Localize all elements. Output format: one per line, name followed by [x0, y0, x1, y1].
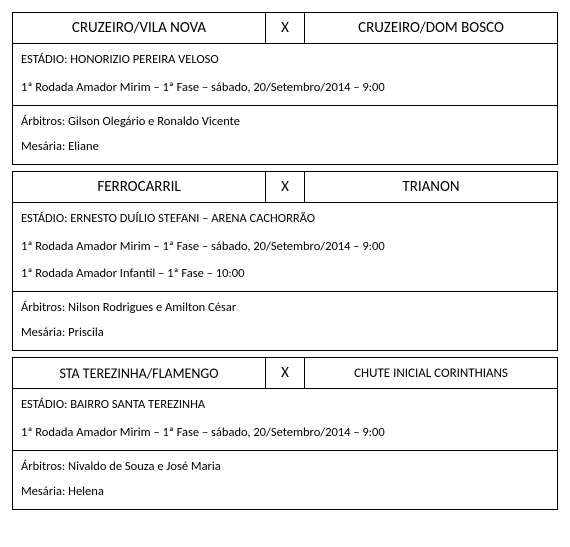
- stadium-rounds-section: ESTÁDIO: BAIRRO SANTA TEREZINHA 1ª Rodad…: [13, 389, 557, 451]
- officials-section: Árbitros: Gilson Olegário e Ronaldo Vice…: [13, 106, 557, 164]
- match-header-row: STA TEREZINHA/FLAMENGO X CHUTE INICIAL C…: [13, 358, 557, 389]
- stadium-rounds-section: ESTÁDIO: HONORIZIO PEREIRA VELOSO 1ª Rod…: [13, 44, 557, 106]
- round-line: 1ª Rodada Amador Infantil – 1ª Fase – 10…: [13, 258, 557, 291]
- round-line: 1ª Rodada Amador Mirim – 1ª Fase – sábad…: [13, 72, 557, 105]
- officials-section: Árbitros: Nilson Rodrigues e Amilton Cés…: [13, 292, 557, 350]
- team-away: CRUZEIRO/DOM BOSCO: [304, 13, 557, 43]
- match-block: CRUZEIRO/VILA NOVA X CRUZEIRO/DOM BOSCO …: [12, 12, 558, 165]
- stadium-rounds-section: ESTÁDIO: ERNESTO DUÍLIO STEFANI – ARENA …: [13, 203, 557, 292]
- match-header-row: FERROCARRIL X TRIANON: [13, 172, 557, 203]
- team-home: CRUZEIRO/VILA NOVA: [13, 13, 266, 43]
- team-home: FERROCARRIL: [13, 172, 266, 202]
- table-official-line: Mesária: Eliane: [13, 134, 557, 164]
- stadium-line: ESTÁDIO: ERNESTO DUÍLIO STEFANI – ARENA …: [13, 203, 557, 231]
- vs-separator: X: [266, 358, 304, 388]
- round-line: 1ª Rodada Amador Mirim – 1ª Fase – sábad…: [13, 417, 557, 450]
- stadium-line: ESTÁDIO: HONORIZIO PEREIRA VELOSO: [13, 44, 557, 72]
- team-away: TRIANON: [304, 172, 557, 202]
- match-block: FERROCARRIL X TRIANON ESTÁDIO: ERNESTO D…: [12, 171, 558, 351]
- table-official-line: Mesária: Priscila: [13, 320, 557, 350]
- referees-line: Árbitros: Nilson Rodrigues e Amilton Cés…: [13, 292, 557, 320]
- round-line: 1ª Rodada Amador Mirim – 1ª Fase – sábad…: [13, 231, 557, 258]
- stadium-line: ESTÁDIO: BAIRRO SANTA TEREZINHA: [13, 389, 557, 417]
- team-home: STA TEREZINHA/FLAMENGO: [13, 358, 266, 388]
- vs-separator: X: [266, 13, 304, 43]
- vs-separator: X: [266, 172, 304, 202]
- referees-line: Árbitros: Gilson Olegário e Ronaldo Vice…: [13, 106, 557, 134]
- officials-section: Árbitros: Nivaldo de Souza e José Maria …: [13, 451, 557, 509]
- table-official-line: Mesária: Helena: [13, 479, 557, 509]
- team-away: CHUTE INICIAL CORINTHIANS: [304, 358, 557, 388]
- match-block: STA TEREZINHA/FLAMENGO X CHUTE INICIAL C…: [12, 357, 558, 510]
- match-header-row: CRUZEIRO/VILA NOVA X CRUZEIRO/DOM BOSCO: [13, 13, 557, 44]
- referees-line: Árbitros: Nivaldo de Souza e José Maria: [13, 451, 557, 479]
